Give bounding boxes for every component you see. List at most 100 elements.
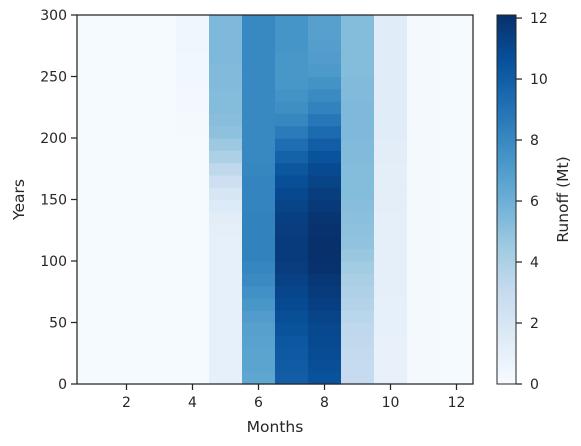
heatmap-cell <box>308 261 342 274</box>
heatmap-cell <box>341 101 375 114</box>
heatmap-cell <box>341 334 375 348</box>
heatmap-cell <box>77 310 111 324</box>
heatmap-cell <box>209 150 243 164</box>
heatmap-cell <box>77 15 111 28</box>
heatmap-cell <box>374 261 408 274</box>
heatmap-cell <box>440 261 474 274</box>
heatmap-cell <box>77 113 111 127</box>
heatmap-cell <box>374 236 408 250</box>
heatmap-cell <box>110 310 144 324</box>
heatmap-cell <box>440 27 474 41</box>
colorbar-label: Runoff (Mt) <box>554 156 572 242</box>
heatmap-cell <box>275 150 309 164</box>
heatmap-cell <box>308 64 342 78</box>
heatmap-cell <box>77 76 111 90</box>
heatmap-cell <box>308 15 342 28</box>
heatmap-cell <box>110 322 144 336</box>
heatmap-cell <box>77 224 111 237</box>
heatmap-cell <box>176 310 210 324</box>
heatmap-cell <box>209 64 243 78</box>
heatmap-cell <box>440 138 474 151</box>
heatmap-cell <box>308 359 342 373</box>
heatmap-cell <box>77 236 111 250</box>
heatmap-cell <box>209 138 243 151</box>
heatmap-cell <box>374 310 408 324</box>
heatmap-cell <box>440 125 474 139</box>
heatmap-cell <box>176 76 210 90</box>
heatmap-cell <box>176 51 210 65</box>
heatmap-cell <box>209 125 243 139</box>
heatmap-cell <box>440 150 474 164</box>
heatmap-cell <box>176 174 210 188</box>
heatmap-cell <box>77 322 111 336</box>
heatmap-cell <box>308 138 342 151</box>
heatmap-cell <box>110 211 144 225</box>
heatmap-cell <box>440 113 474 127</box>
heatmap-cell <box>143 15 177 28</box>
heatmap-cell <box>308 236 342 250</box>
heatmap-cell <box>341 64 375 78</box>
heatmap-cell <box>176 113 210 127</box>
heatmap-cell <box>242 39 276 53</box>
colorbar-tick-label: 8 <box>530 133 539 149</box>
heatmap-cell <box>440 334 474 348</box>
heatmap-cell <box>374 15 408 28</box>
heatmap-cell <box>77 150 111 164</box>
heatmap-cell <box>440 211 474 225</box>
heatmap-cell <box>143 359 177 373</box>
heatmap-cell <box>275 224 309 237</box>
heatmap-cell <box>176 150 210 164</box>
heatmap-cell <box>341 347 375 360</box>
heatmap-cell <box>242 174 276 188</box>
x-axis-ticks: 2 4 6 8 10 12 <box>122 384 465 411</box>
heatmap-cell <box>143 162 177 176</box>
heatmap-cell <box>407 27 441 41</box>
heatmap-cell <box>143 138 177 151</box>
colorbar-gradient <box>496 14 517 385</box>
x-tick-label: 2 <box>122 395 131 411</box>
heatmap-cell <box>440 322 474 336</box>
heatmap-cell <box>308 187 342 201</box>
heatmap-cell <box>440 236 474 250</box>
heatmap-cell <box>341 15 375 28</box>
heatmap-cell <box>407 113 441 127</box>
colorbar-tick-label: 4 <box>530 255 539 271</box>
heatmap-cell <box>209 187 243 201</box>
heatmap-cell <box>308 76 342 90</box>
heatmap-cell <box>242 125 276 139</box>
heatmap-cell <box>209 248 243 262</box>
y-tick-label: 150 <box>40 193 67 209</box>
heatmap-cell <box>308 347 342 360</box>
x-tick-label: 8 <box>320 395 329 411</box>
heatmap-cell <box>209 334 243 348</box>
heatmap-cell <box>275 174 309 188</box>
heatmap-cell <box>77 273 111 287</box>
heatmap-cell <box>209 347 243 360</box>
heatmap-cell <box>341 297 375 311</box>
heatmap-cell <box>143 371 177 385</box>
heatmap-cell <box>110 76 144 90</box>
heatmap-cell <box>341 224 375 237</box>
heatmap-cell <box>341 285 375 299</box>
heatmap-cell <box>143 273 177 287</box>
heatmap-cell <box>77 248 111 262</box>
heatmap-cell <box>407 310 441 324</box>
heatmap-cell <box>275 236 309 250</box>
heatmap-cell <box>242 211 276 225</box>
colorbar: 0 2 4 6 8 10 12 Runoff (Mt) <box>496 11 572 393</box>
heatmap-cell <box>407 88 441 102</box>
heatmap-cell <box>77 27 111 41</box>
heatmap-cell <box>374 297 408 311</box>
heatmap-cell <box>407 187 441 201</box>
heatmap-cell <box>440 273 474 287</box>
heatmap-cell <box>407 125 441 139</box>
heatmap-cell <box>176 199 210 213</box>
heatmap-cell <box>242 101 276 114</box>
heatmap-cell <box>407 138 441 151</box>
heatmap-cell <box>440 76 474 90</box>
heatmap-cell <box>176 334 210 348</box>
y-tick-label: 250 <box>40 70 67 86</box>
heatmap-cell <box>77 138 111 151</box>
heatmap-cell <box>143 27 177 41</box>
